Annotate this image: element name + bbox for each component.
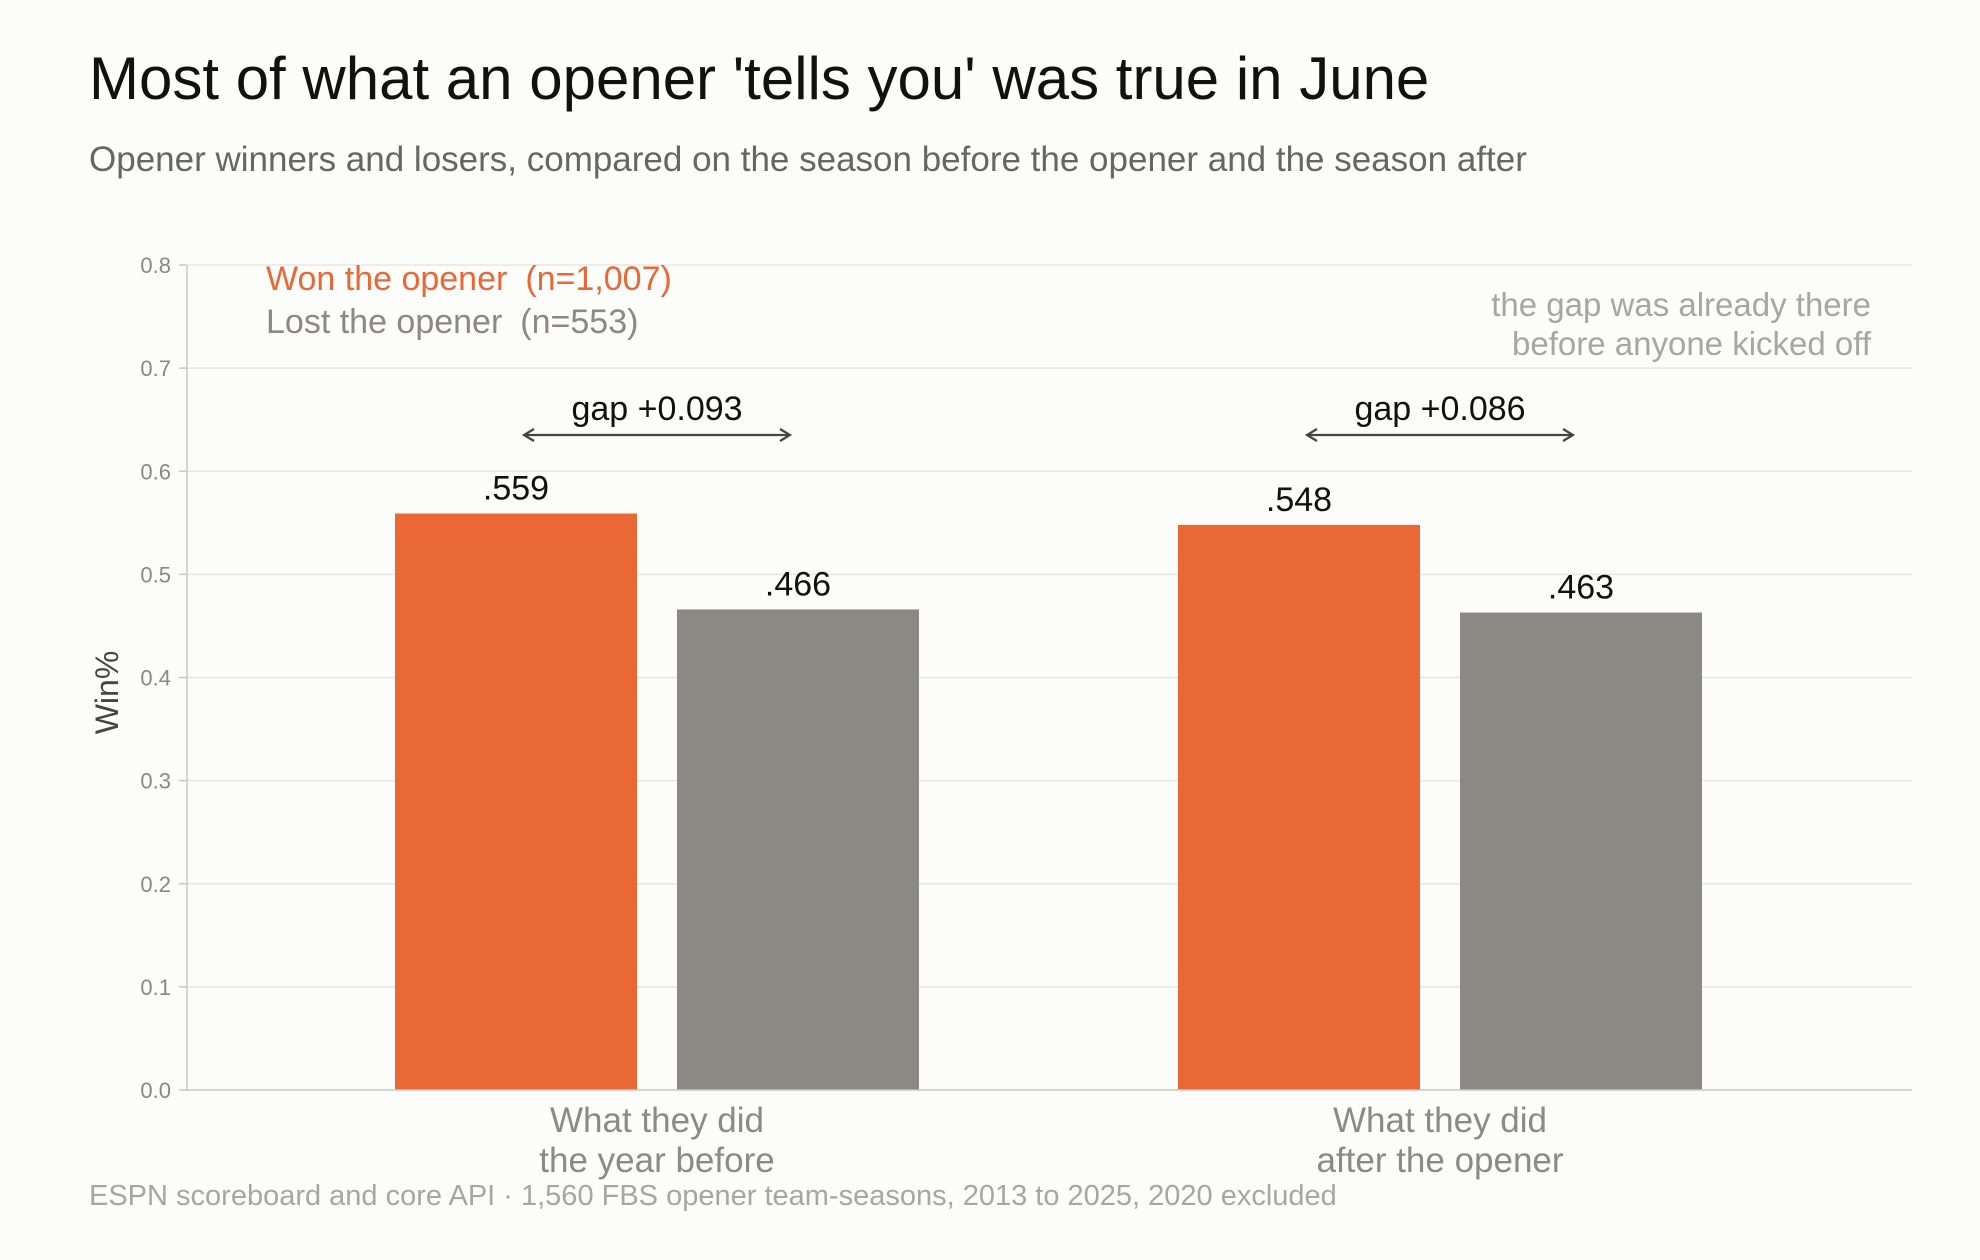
x-category-label: What they did <box>1333 1101 1547 1140</box>
x-category-label: after the opener <box>1316 1141 1563 1180</box>
bar-lost-1 <box>677 609 919 1090</box>
legend-item-lost: Lost the opener (n=553) <box>266 303 638 341</box>
y-tick-label: 0.5 <box>140 562 171 587</box>
gap-label: gap +0.086 <box>1354 390 1525 428</box>
legend-series-count: (n=553) <box>520 303 638 341</box>
source-note: ESPN scoreboard and core API · 1,560 FBS… <box>89 1180 1337 1212</box>
y-tick-label: 0.1 <box>140 975 171 1000</box>
y-tick-label: 0.8 <box>140 253 171 278</box>
chart-title: Most of what an opener 'tells you' was t… <box>89 45 1430 112</box>
bar-won-2 <box>1178 524 1420 1090</box>
y-tick-label: 0.3 <box>140 769 171 794</box>
x-category-label: the year before <box>539 1141 774 1180</box>
chart-subtitle: Opener winners and losers, compared on t… <box>89 140 1527 179</box>
bar-value-label: .548 <box>1266 481 1332 519</box>
bar-value-label: .463 <box>1548 569 1614 607</box>
legend-series-name: Lost the opener <box>266 303 502 341</box>
y-tick-label: 0.7 <box>140 356 171 381</box>
legend-series-name: Won the opener <box>266 260 507 298</box>
bar-won-1 <box>395 513 637 1090</box>
y-tick-label: 0.0 <box>140 1078 171 1103</box>
bar-lost-2 <box>1460 612 1702 1090</box>
gap-label: gap +0.093 <box>571 390 742 428</box>
bar-value-label: .559 <box>483 470 549 508</box>
y-tick-label: 0.2 <box>140 872 171 897</box>
chart-annotation: the gap was already there <box>1491 286 1871 323</box>
legend-series-count: (n=1,007) <box>525 260 672 298</box>
y-tick-label: 0.4 <box>140 666 171 691</box>
y-axis-label: Win% <box>89 651 125 735</box>
x-category-label: What they did <box>550 1101 764 1140</box>
y-tick-label: 0.6 <box>140 459 171 484</box>
bar-value-label: .466 <box>765 565 831 603</box>
chart-annotation: before anyone kicked off <box>1512 325 1872 362</box>
legend-item-won: Won the opener (n=1,007) <box>266 260 672 298</box>
